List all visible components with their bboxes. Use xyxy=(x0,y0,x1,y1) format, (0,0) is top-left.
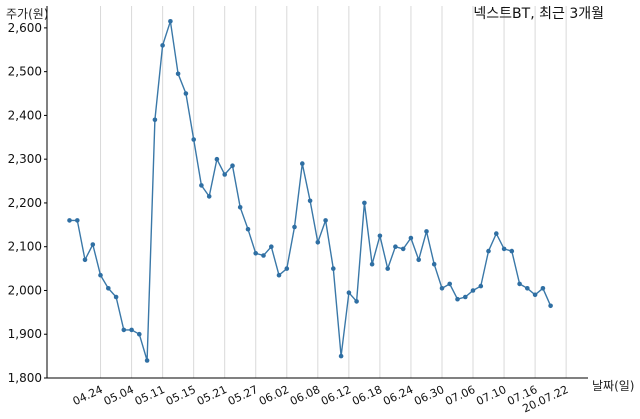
data-point xyxy=(346,290,352,296)
data-point xyxy=(323,218,328,223)
data-point xyxy=(276,272,282,278)
data-point xyxy=(548,303,553,309)
x-tick-labels: 04.2405.0405.1105.1505.2105.2706.0206.08… xyxy=(71,383,571,415)
data-point xyxy=(307,198,313,204)
x-tick-label: 04.24 xyxy=(71,383,105,408)
data-point xyxy=(377,233,383,239)
data-point xyxy=(75,218,80,223)
x-tick-label: 05.21 xyxy=(195,383,229,408)
data-point xyxy=(416,257,422,263)
data-point xyxy=(478,283,484,289)
x-tick-label: 07.06 xyxy=(443,383,477,408)
data-point xyxy=(509,248,515,254)
price-points xyxy=(67,19,553,363)
x-tick-label: 06.24 xyxy=(381,383,415,408)
data-point xyxy=(67,218,72,223)
x-tick-label: 05.11 xyxy=(133,383,167,408)
x-tick-label: 05.04 xyxy=(102,383,136,408)
data-point xyxy=(385,266,391,271)
x-axis-label: 날짜(일) xyxy=(592,379,634,393)
grid-lines xyxy=(100,6,567,378)
data-point xyxy=(90,242,96,247)
data-point xyxy=(168,19,173,24)
x-tick-label: 07.10 xyxy=(474,383,508,408)
y-tick-labels: 1,800 1,900 2,000 2,100 2,200 2,300 2,400 2,500… xyxy=(8,21,47,385)
y-tick-label: 1,800 xyxy=(8,371,42,385)
x-tick-label: 06.18 xyxy=(350,383,384,408)
data-point xyxy=(206,194,212,199)
data-point xyxy=(424,229,429,234)
data-point xyxy=(292,224,297,230)
axes xyxy=(46,6,588,379)
data-point xyxy=(331,266,336,271)
data-point xyxy=(400,246,406,252)
data-point xyxy=(408,235,414,241)
data-point xyxy=(245,226,251,232)
data-point xyxy=(284,266,290,271)
data-point xyxy=(160,43,165,48)
y-tick-label: 2,000 xyxy=(8,283,42,297)
data-point xyxy=(525,286,530,291)
data-point xyxy=(199,183,204,188)
y-tick-label: 2,100 xyxy=(8,240,42,254)
data-point xyxy=(175,71,181,77)
x-tick-label: 06.30 xyxy=(412,383,446,408)
data-point xyxy=(106,286,111,291)
y-tick-label: 1,900 xyxy=(8,327,42,341)
data-point xyxy=(269,244,274,249)
price-series xyxy=(69,21,552,361)
data-point xyxy=(152,117,158,123)
data-point xyxy=(300,161,305,166)
data-point xyxy=(369,261,375,267)
y-tick-label: 2,300 xyxy=(8,152,42,166)
data-point xyxy=(463,294,468,300)
data-point xyxy=(486,248,491,254)
data-point xyxy=(501,246,507,252)
data-point xyxy=(98,272,103,278)
data-point xyxy=(447,281,453,287)
data-point xyxy=(113,294,119,300)
data-point xyxy=(338,353,344,359)
y-tick-label: 2,400 xyxy=(8,108,42,122)
data-point xyxy=(455,296,460,302)
data-point xyxy=(137,331,142,337)
data-point xyxy=(261,253,266,258)
data-point xyxy=(144,358,150,363)
data-point xyxy=(222,172,227,177)
x-tick-label: 06.02 xyxy=(257,383,291,408)
y-tick-label: 2,500 xyxy=(8,65,42,79)
data-point xyxy=(315,240,321,245)
data-point xyxy=(253,251,258,256)
y-tick-label: 2,200 xyxy=(8,196,42,210)
data-point xyxy=(82,257,88,263)
data-point xyxy=(230,163,235,168)
data-point xyxy=(494,231,499,236)
data-point xyxy=(470,288,476,293)
data-point xyxy=(532,292,538,298)
data-point xyxy=(431,261,437,267)
data-point xyxy=(191,137,196,142)
data-point xyxy=(354,299,359,304)
x-tick-label: 06.08 xyxy=(288,383,322,408)
data-point xyxy=(439,286,445,291)
data-point xyxy=(121,327,127,333)
chart-title: 넥스트BT, 최근 3개월 xyxy=(473,6,604,22)
data-point xyxy=(129,327,134,333)
data-point xyxy=(517,281,522,287)
x-tick-label: 05.15 xyxy=(164,383,198,408)
x-tick-label: 06.12 xyxy=(319,383,353,408)
price-line xyxy=(69,21,552,361)
data-point xyxy=(237,205,243,210)
y-axis-label: 주가(원) xyxy=(6,7,48,21)
data-point xyxy=(540,286,546,291)
x-tick-label: 05.27 xyxy=(226,383,260,408)
y-tick-label: 2,600 xyxy=(8,21,42,35)
data-point xyxy=(393,244,398,249)
data-point xyxy=(214,156,220,162)
data-point xyxy=(362,200,367,206)
data-point xyxy=(183,91,189,96)
